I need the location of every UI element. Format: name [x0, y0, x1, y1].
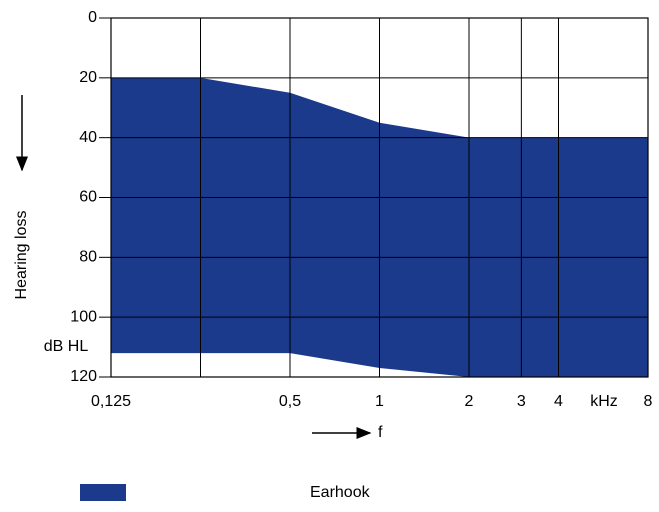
y-tick-label: 40: [79, 129, 97, 146]
x-tick-label: 4: [554, 393, 563, 410]
y-tick-label: 20: [79, 69, 97, 86]
x-tick-label: 8: [644, 393, 653, 410]
legend-swatch: [80, 484, 126, 501]
x-tick-label: 3: [517, 393, 526, 410]
y-unit: dB HL: [44, 338, 89, 355]
y-tick-label: 80: [79, 249, 97, 266]
plot-frame: [110, 17, 649, 378]
x-axis-title: f: [378, 424, 383, 441]
legend-label: Earhook: [310, 484, 371, 501]
x-unit: kHz: [590, 393, 618, 410]
x-tick-label: 2: [465, 393, 474, 410]
x-tick-label: 1: [375, 393, 384, 410]
y-tick-label: 60: [79, 189, 97, 206]
y-tick-label: 0: [88, 9, 97, 26]
x-tick-label: 0,125: [91, 393, 131, 410]
y-tick-label: 120: [70, 368, 97, 385]
x-tick-label: 0,5: [279, 393, 301, 410]
y-tick-label: 100: [70, 308, 97, 325]
y-axis-title: Hearing loss: [13, 211, 30, 300]
